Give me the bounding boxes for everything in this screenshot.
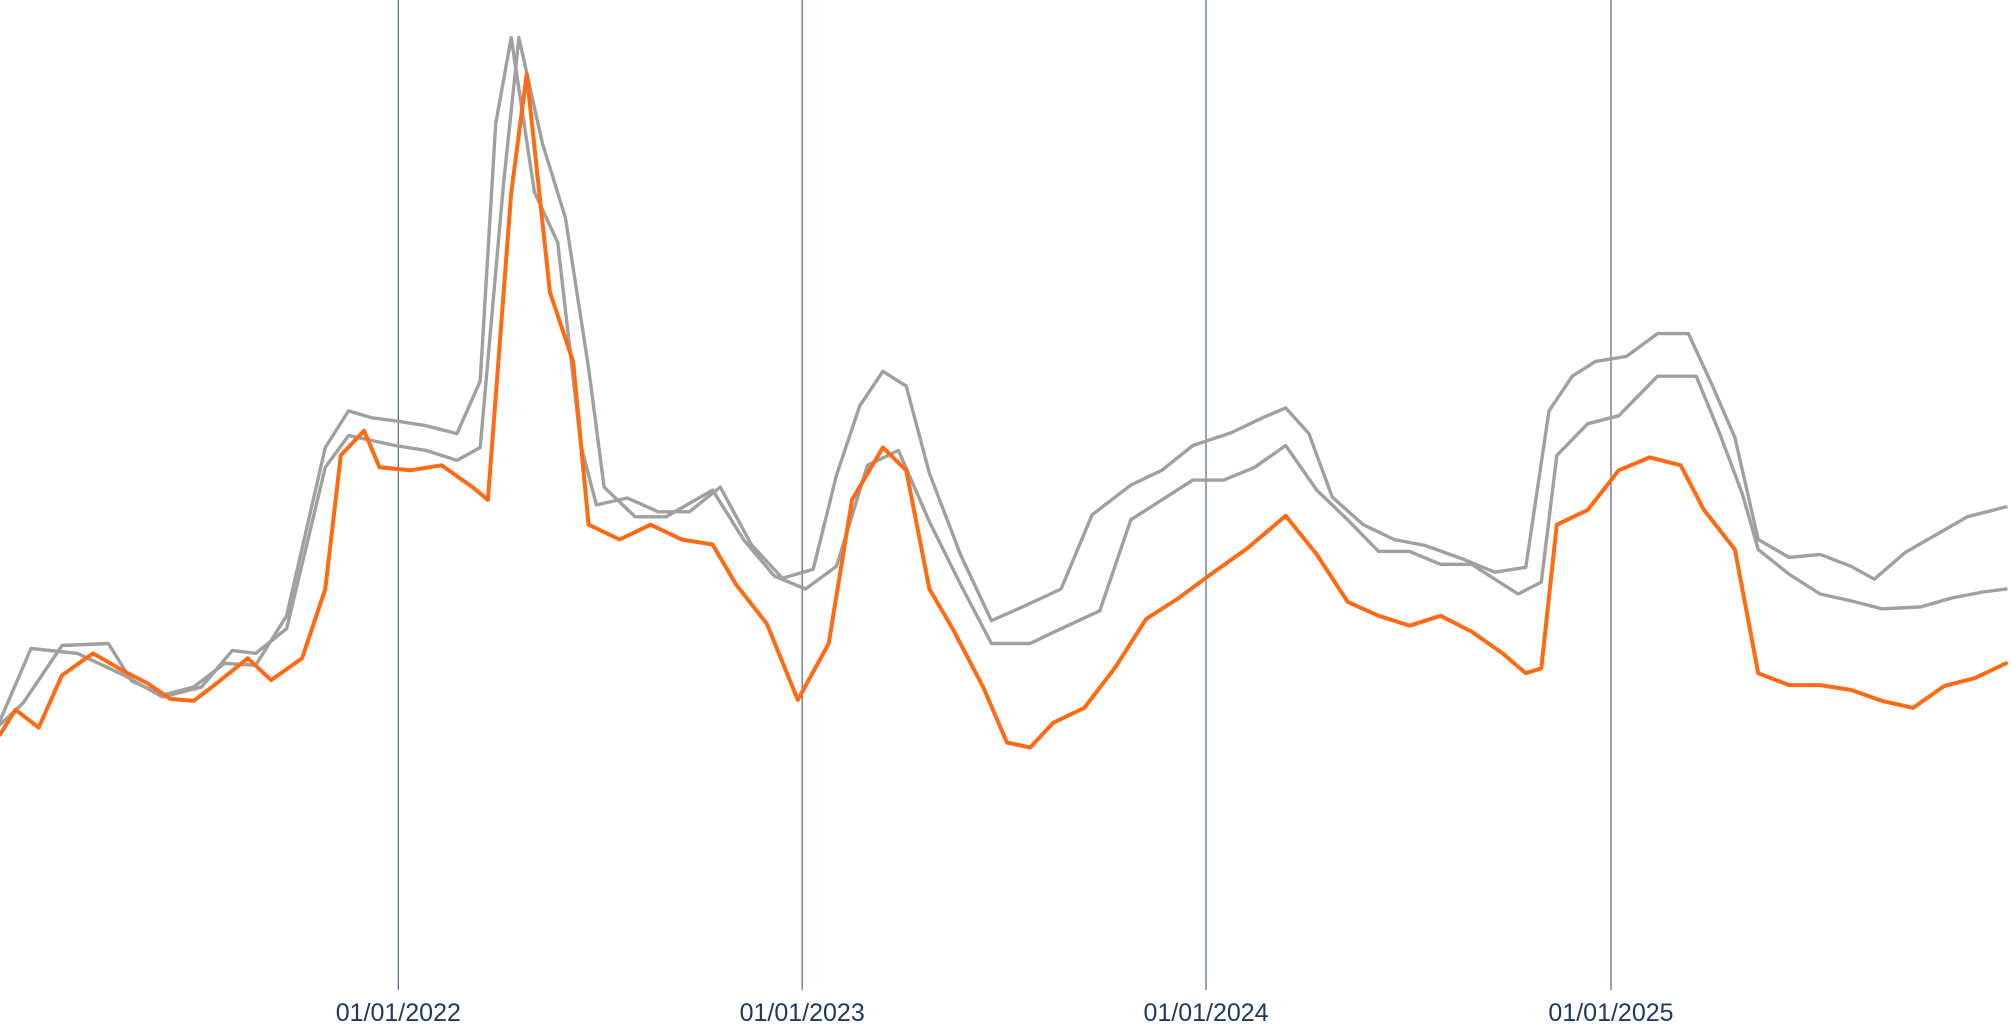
- series-line-2: [0, 35, 2008, 723]
- series-line-3: [0, 72, 2008, 750]
- x-tick-label-4: 01/01/2025: [1548, 999, 1673, 1027]
- x-tick-label-1: 01/01/2022: [336, 999, 461, 1027]
- vertical-gridlines: [397, 0, 1612, 990]
- series-group: [0, 35, 2008, 750]
- x-tick-label-2: 01/01/2023: [740, 999, 865, 1027]
- x-tick-label-3: 01/01/2024: [1143, 999, 1268, 1027]
- x-axis-ticks: 01/01/2022 01/01/2023 01/01/2024 01/01/2025: [336, 999, 1674, 1027]
- series-line-1: [0, 35, 2008, 727]
